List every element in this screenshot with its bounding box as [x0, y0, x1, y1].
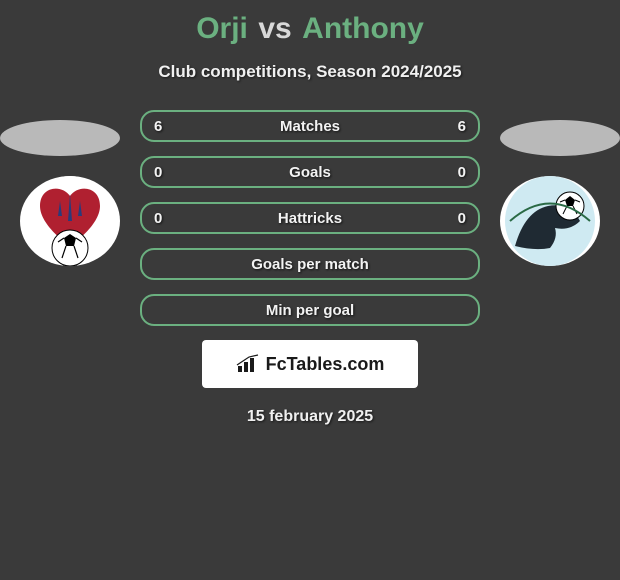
date-line: 15 february 2025	[0, 408, 620, 426]
stat-value-right: 0	[458, 164, 466, 181]
player1-avatar-placeholder	[0, 120, 120, 156]
stat-row-goals: 0 Goals 0	[140, 156, 480, 188]
stat-label: Matches	[280, 118, 340, 135]
stat-row-hattricks: 0 Hattricks 0	[140, 202, 480, 234]
stat-label: Hattricks	[278, 210, 342, 227]
stat-label: Goals	[289, 164, 331, 181]
stat-row-matches: 6 Matches 6	[140, 110, 480, 142]
stat-value-left: 0	[154, 210, 162, 227]
stat-value-left: 6	[154, 118, 162, 135]
heart-shield-icon	[20, 176, 120, 266]
stat-value-right: 6	[458, 118, 466, 135]
brand-attribution[interactable]: FcTables.com	[202, 340, 418, 388]
dolphin-ball-icon	[500, 176, 600, 266]
player2-avatar-placeholder	[500, 120, 620, 156]
brand-text: FcTables.com	[266, 354, 385, 375]
bar-chart-icon	[236, 354, 262, 374]
stat-label: Min per goal	[266, 302, 354, 319]
page-title: Orji vs Anthony	[0, 0, 620, 46]
stats-container: 6 Matches 6 0 Goals 0 0 Hattricks 0 Goal…	[140, 110, 480, 326]
club-badge-left	[20, 176, 120, 266]
subtitle: Club competitions, Season 2024/2025	[0, 62, 620, 82]
stat-value-right: 0	[458, 210, 466, 227]
stat-row-goals-per-match: Goals per match	[140, 248, 480, 280]
stat-label: Goals per match	[251, 256, 369, 273]
club-badge-right	[500, 176, 600, 266]
vs-separator: vs	[258, 12, 291, 45]
stat-row-min-per-goal: Min per goal	[140, 294, 480, 326]
stat-value-left: 0	[154, 164, 162, 181]
player1-name: Orji	[196, 12, 248, 45]
player2-name: Anthony	[302, 12, 424, 45]
